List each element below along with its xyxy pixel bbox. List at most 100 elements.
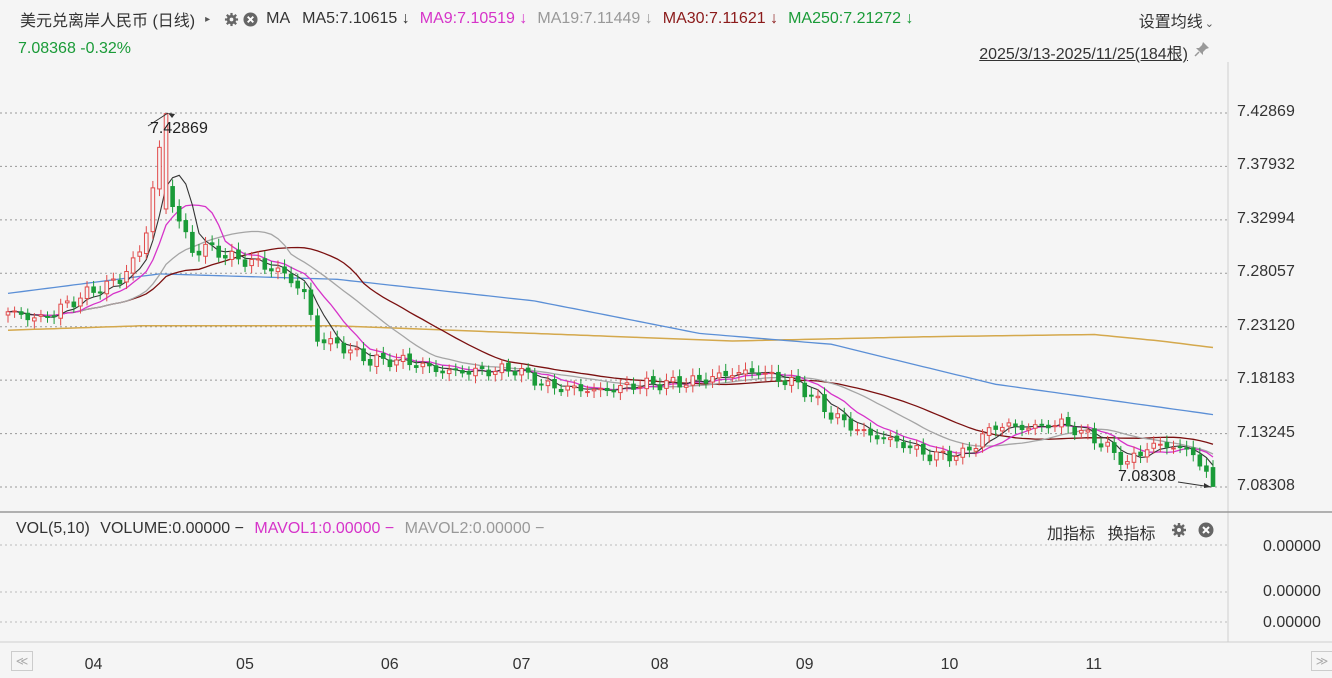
candle-body (367, 359, 373, 366)
candle-body (1210, 467, 1216, 487)
candle-body (163, 113, 169, 210)
candle-body (558, 388, 564, 393)
candle-body (394, 359, 399, 366)
candle-body (407, 353, 412, 366)
expand-arrow-icon[interactable]: ▸ (205, 13, 211, 25)
candle-body (176, 206, 182, 222)
candle-body (64, 300, 70, 304)
candle-body (1092, 428, 1097, 444)
candle-body (730, 375, 735, 378)
candle-body (1026, 427, 1031, 431)
month-tick-label: 05 (236, 656, 254, 673)
header-row: 美元兑离岸人民币 (日线) ▸ MA MA5:7.10615 ↓ MA9:7.1… (20, 7, 924, 31)
ma5-value: MA5:7.10615 ↓ (302, 10, 410, 27)
candle-body (888, 437, 893, 441)
scroll-right-button[interactable]: ≫ (1311, 651, 1332, 671)
candle-body (1105, 441, 1110, 447)
candle-body (334, 337, 340, 344)
candle-body (828, 412, 834, 420)
candle-body (993, 425, 999, 430)
candle-body (723, 370, 729, 377)
candle-body (894, 435, 900, 442)
candle-body (749, 368, 755, 373)
month-tick-label: 06 (380, 656, 399, 673)
candle-body (822, 394, 827, 413)
ma30-value: MA30:7.11621 ↓ (662, 10, 779, 27)
candle-body (45, 315, 50, 318)
candle-body (104, 280, 110, 295)
candle-body (143, 232, 149, 254)
candle-body (809, 394, 814, 397)
ma19-line (7, 230, 1214, 455)
candle-body (295, 280, 301, 289)
month-tick-label: 07 (512, 656, 531, 673)
candle-body (848, 418, 854, 431)
candle-body (1046, 424, 1051, 429)
ma-settings-button[interactable]: 设置均线 ⌄ (1139, 8, 1214, 32)
candle-body (479, 366, 485, 370)
candle-body (677, 376, 682, 388)
scroll-left-button[interactable]: ≪ (11, 651, 33, 671)
candle-body (97, 291, 103, 294)
candle-body (137, 251, 142, 257)
candle-body (275, 267, 281, 273)
mavol2-value: MAVOL2:0.00000 − (404, 520, 545, 537)
candle-body (229, 250, 235, 260)
candle-body (157, 146, 162, 190)
candle-body (604, 387, 610, 392)
ma9-value: MA9:7.10519 ↓ (419, 10, 528, 27)
last-price-change: 7.08368 -0.32% (18, 40, 131, 57)
candle-body (986, 427, 992, 436)
candle-body (492, 371, 498, 375)
candle-body (315, 315, 320, 342)
candle-body (789, 376, 794, 386)
candle-body (973, 448, 979, 452)
candle-body (552, 378, 557, 389)
gear-icon[interactable] (224, 12, 239, 27)
volume-gear-icon[interactable] (1171, 522, 1187, 538)
candle-body (743, 369, 748, 375)
candle-body (1098, 443, 1104, 448)
candle-body (710, 376, 715, 383)
close-icon[interactable] (243, 11, 258, 27)
candle-body (637, 386, 643, 389)
candle-body (25, 312, 31, 321)
candle-body (881, 437, 887, 440)
instrument-title: 美元兑离岸人民币 (日线) (20, 13, 196, 30)
candle-body (381, 353, 386, 359)
candle-body (1111, 442, 1117, 453)
candle-body (1138, 451, 1143, 457)
switch-indicator-button[interactable]: 换指标 (1107, 526, 1156, 543)
candle-body (1164, 442, 1170, 448)
candle-body (38, 314, 44, 317)
candle-body (762, 372, 768, 375)
candle-body (861, 429, 867, 432)
candle-body (591, 388, 597, 392)
candle-body (776, 371, 781, 382)
candle-body (222, 255, 228, 259)
volume-close-icon[interactable] (1198, 522, 1214, 538)
candle-body (670, 376, 676, 383)
ma9-line (7, 204, 1214, 458)
candle-body (249, 258, 254, 267)
candle-body (1158, 443, 1163, 446)
pin-icon[interactable] (1194, 41, 1210, 57)
candle-body (196, 250, 202, 256)
candle-body (374, 354, 380, 367)
date-range-link[interactable]: 2025/3/13-2025/11/25(184根) (979, 46, 1188, 63)
candle-body (71, 301, 77, 308)
add-indicator-button[interactable]: 加指标 (1047, 526, 1096, 543)
candle-body (130, 257, 136, 274)
candle-body (78, 297, 83, 307)
candle-body (512, 370, 518, 376)
candle-body (1006, 422, 1012, 427)
ma5-line (7, 174, 1214, 466)
candle-body (506, 362, 511, 372)
candle-body (545, 380, 551, 387)
candle-body (150, 187, 156, 233)
volume-value: VOLUME:0.00000 − (100, 520, 244, 537)
candle-body (341, 342, 347, 354)
candle-body (927, 454, 933, 462)
candle-body (1059, 418, 1064, 428)
